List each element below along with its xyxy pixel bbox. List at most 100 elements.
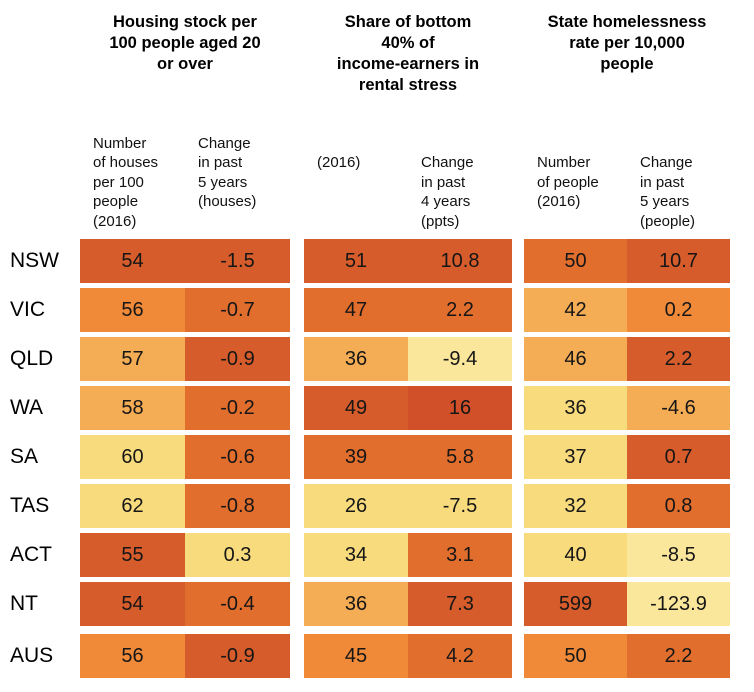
sub-header: Number of houses per 100 people (2016) [93, 134, 159, 230]
column-gap [512, 484, 524, 528]
cell-group: 56 -0.9 [80, 634, 290, 678]
value-cell: 46 [524, 337, 627, 381]
value-cell: 45 [304, 634, 408, 678]
value-cell: 26 [304, 484, 408, 528]
cell-group: 32 0.8 [524, 484, 730, 528]
column-gap [512, 386, 524, 430]
value-cell: -1.5 [185, 239, 290, 283]
column-gap [290, 533, 304, 577]
column-gap [512, 533, 524, 577]
value-cell: 0.2 [627, 288, 730, 332]
value-cell: 51 [304, 239, 408, 283]
cell-group: 39 5.8 [304, 435, 512, 479]
table-row: SA 60 -0.6 39 5.8 37 0.7 [0, 435, 754, 479]
value-cell: 58 [80, 386, 185, 430]
value-cell: 36 [304, 582, 408, 626]
value-cell: -0.2 [185, 386, 290, 430]
sub-header: Change in past 4 years (ppts) [421, 154, 474, 230]
table-row: VIC 56 -0.7 47 2.2 42 0.2 [0, 288, 754, 332]
value-cell: 16 [408, 386, 512, 430]
value-cell: 10.8 [408, 239, 512, 283]
value-cell: 7.3 [408, 582, 512, 626]
table-row: ACT 55 0.3 34 3.1 40 -8.5 [0, 533, 754, 577]
column-gap [512, 337, 524, 381]
value-cell: 4.2 [408, 634, 512, 678]
value-cell: 5.8 [408, 435, 512, 479]
value-cell: 50 [524, 239, 627, 283]
value-cell: -7.5 [408, 484, 512, 528]
value-cell: 50 [524, 634, 627, 678]
value-cell: 36 [304, 337, 408, 381]
row-label: QLD [10, 347, 54, 370]
cell-group: 56 -0.7 [80, 288, 290, 332]
column-gap [290, 435, 304, 479]
value-cell: 56 [80, 634, 185, 678]
row-label: AUS [10, 644, 54, 667]
column-gap [290, 288, 304, 332]
value-cell: 2.2 [408, 288, 512, 332]
group-title: Share of bottom 40% of income-earners in… [336, 13, 480, 94]
group-title: Housing stock per 100 people aged 20 or … [109, 13, 261, 73]
cell-group: 58 -0.2 [80, 386, 290, 430]
value-cell: -8.5 [627, 533, 730, 577]
table-row: WA 58 -0.2 49 16 36 -4.6 [0, 386, 754, 430]
table-row: NT 54 -0.4 36 7.3 599 -123.9 [0, 582, 754, 626]
row-label: SA [10, 445, 39, 468]
value-cell: -4.6 [627, 386, 730, 430]
table-header: Housing stock per 100 people aged 20 or … [0, 0, 754, 239]
row-label: NSW [10, 249, 59, 272]
row-label: WA [10, 396, 44, 419]
column-gap [290, 634, 304, 678]
value-cell: 42 [524, 288, 627, 332]
value-cell: 37 [524, 435, 627, 479]
value-cell: 54 [80, 239, 185, 283]
cell-group: 51 10.8 [304, 239, 512, 283]
sub-header-row: Number of houses per 100 people (2016) C… [80, 134, 290, 232]
value-cell: 0.7 [627, 435, 730, 479]
sub-header: Number of people (2016) [537, 154, 599, 210]
sub-header: (2016) [317, 154, 361, 171]
cell-group: 46 2.2 [524, 337, 730, 381]
column-gap [512, 582, 524, 626]
cell-group: 57 -0.9 [80, 337, 290, 381]
value-cell: 62 [80, 484, 185, 528]
value-cell: -0.7 [185, 288, 290, 332]
cell-group: 26 -7.5 [304, 484, 512, 528]
cell-group: 36 -4.6 [524, 386, 730, 430]
sub-header: Change in past 5 years (people) [640, 154, 696, 230]
row-label: VIC [10, 298, 46, 321]
sub-header-row: (2016) Change in past 4 years (ppts) [304, 153, 512, 231]
cell-group: 60 -0.6 [80, 435, 290, 479]
column-gap [512, 0, 524, 239]
column-gap [512, 435, 524, 479]
cell-group: 45 4.2 [304, 634, 512, 678]
cell-group: 40 -8.5 [524, 533, 730, 577]
column-group-homelessness: State homelessness rate per 10,000 peopl… [524, 0, 730, 239]
value-cell: 55 [80, 533, 185, 577]
value-cell: 60 [80, 435, 185, 479]
value-cell: 599 [524, 582, 627, 626]
cell-group: 50 2.2 [524, 634, 730, 678]
column-gap [290, 0, 304, 239]
column-gap [512, 239, 524, 283]
group-title: State homelessness rate per 10,000 peopl… [547, 13, 707, 73]
value-cell: 56 [80, 288, 185, 332]
cell-group: 42 0.2 [524, 288, 730, 332]
cell-group: 54 -1.5 [80, 239, 290, 283]
row-label: TAS [10, 494, 50, 517]
sub-header: Change in past 5 years (houses) [198, 134, 257, 211]
value-cell: 2.2 [627, 337, 730, 381]
value-cell: -0.8 [185, 484, 290, 528]
value-cell: 0.3 [185, 533, 290, 577]
cell-group: 50 10.7 [524, 239, 730, 283]
row-label: NT [10, 592, 38, 615]
column-gap [290, 582, 304, 626]
row-label: ACT [10, 543, 52, 566]
row-label-spacer [0, 0, 80, 239]
column-group-rental-stress: Share of bottom 40% of income-earners in… [304, 0, 512, 239]
cell-group: 36 -9.4 [304, 337, 512, 381]
cell-group: 599 -123.9 [524, 582, 730, 626]
cell-group: 62 -0.8 [80, 484, 290, 528]
value-cell: -0.9 [185, 337, 290, 381]
value-cell: 0.8 [627, 484, 730, 528]
